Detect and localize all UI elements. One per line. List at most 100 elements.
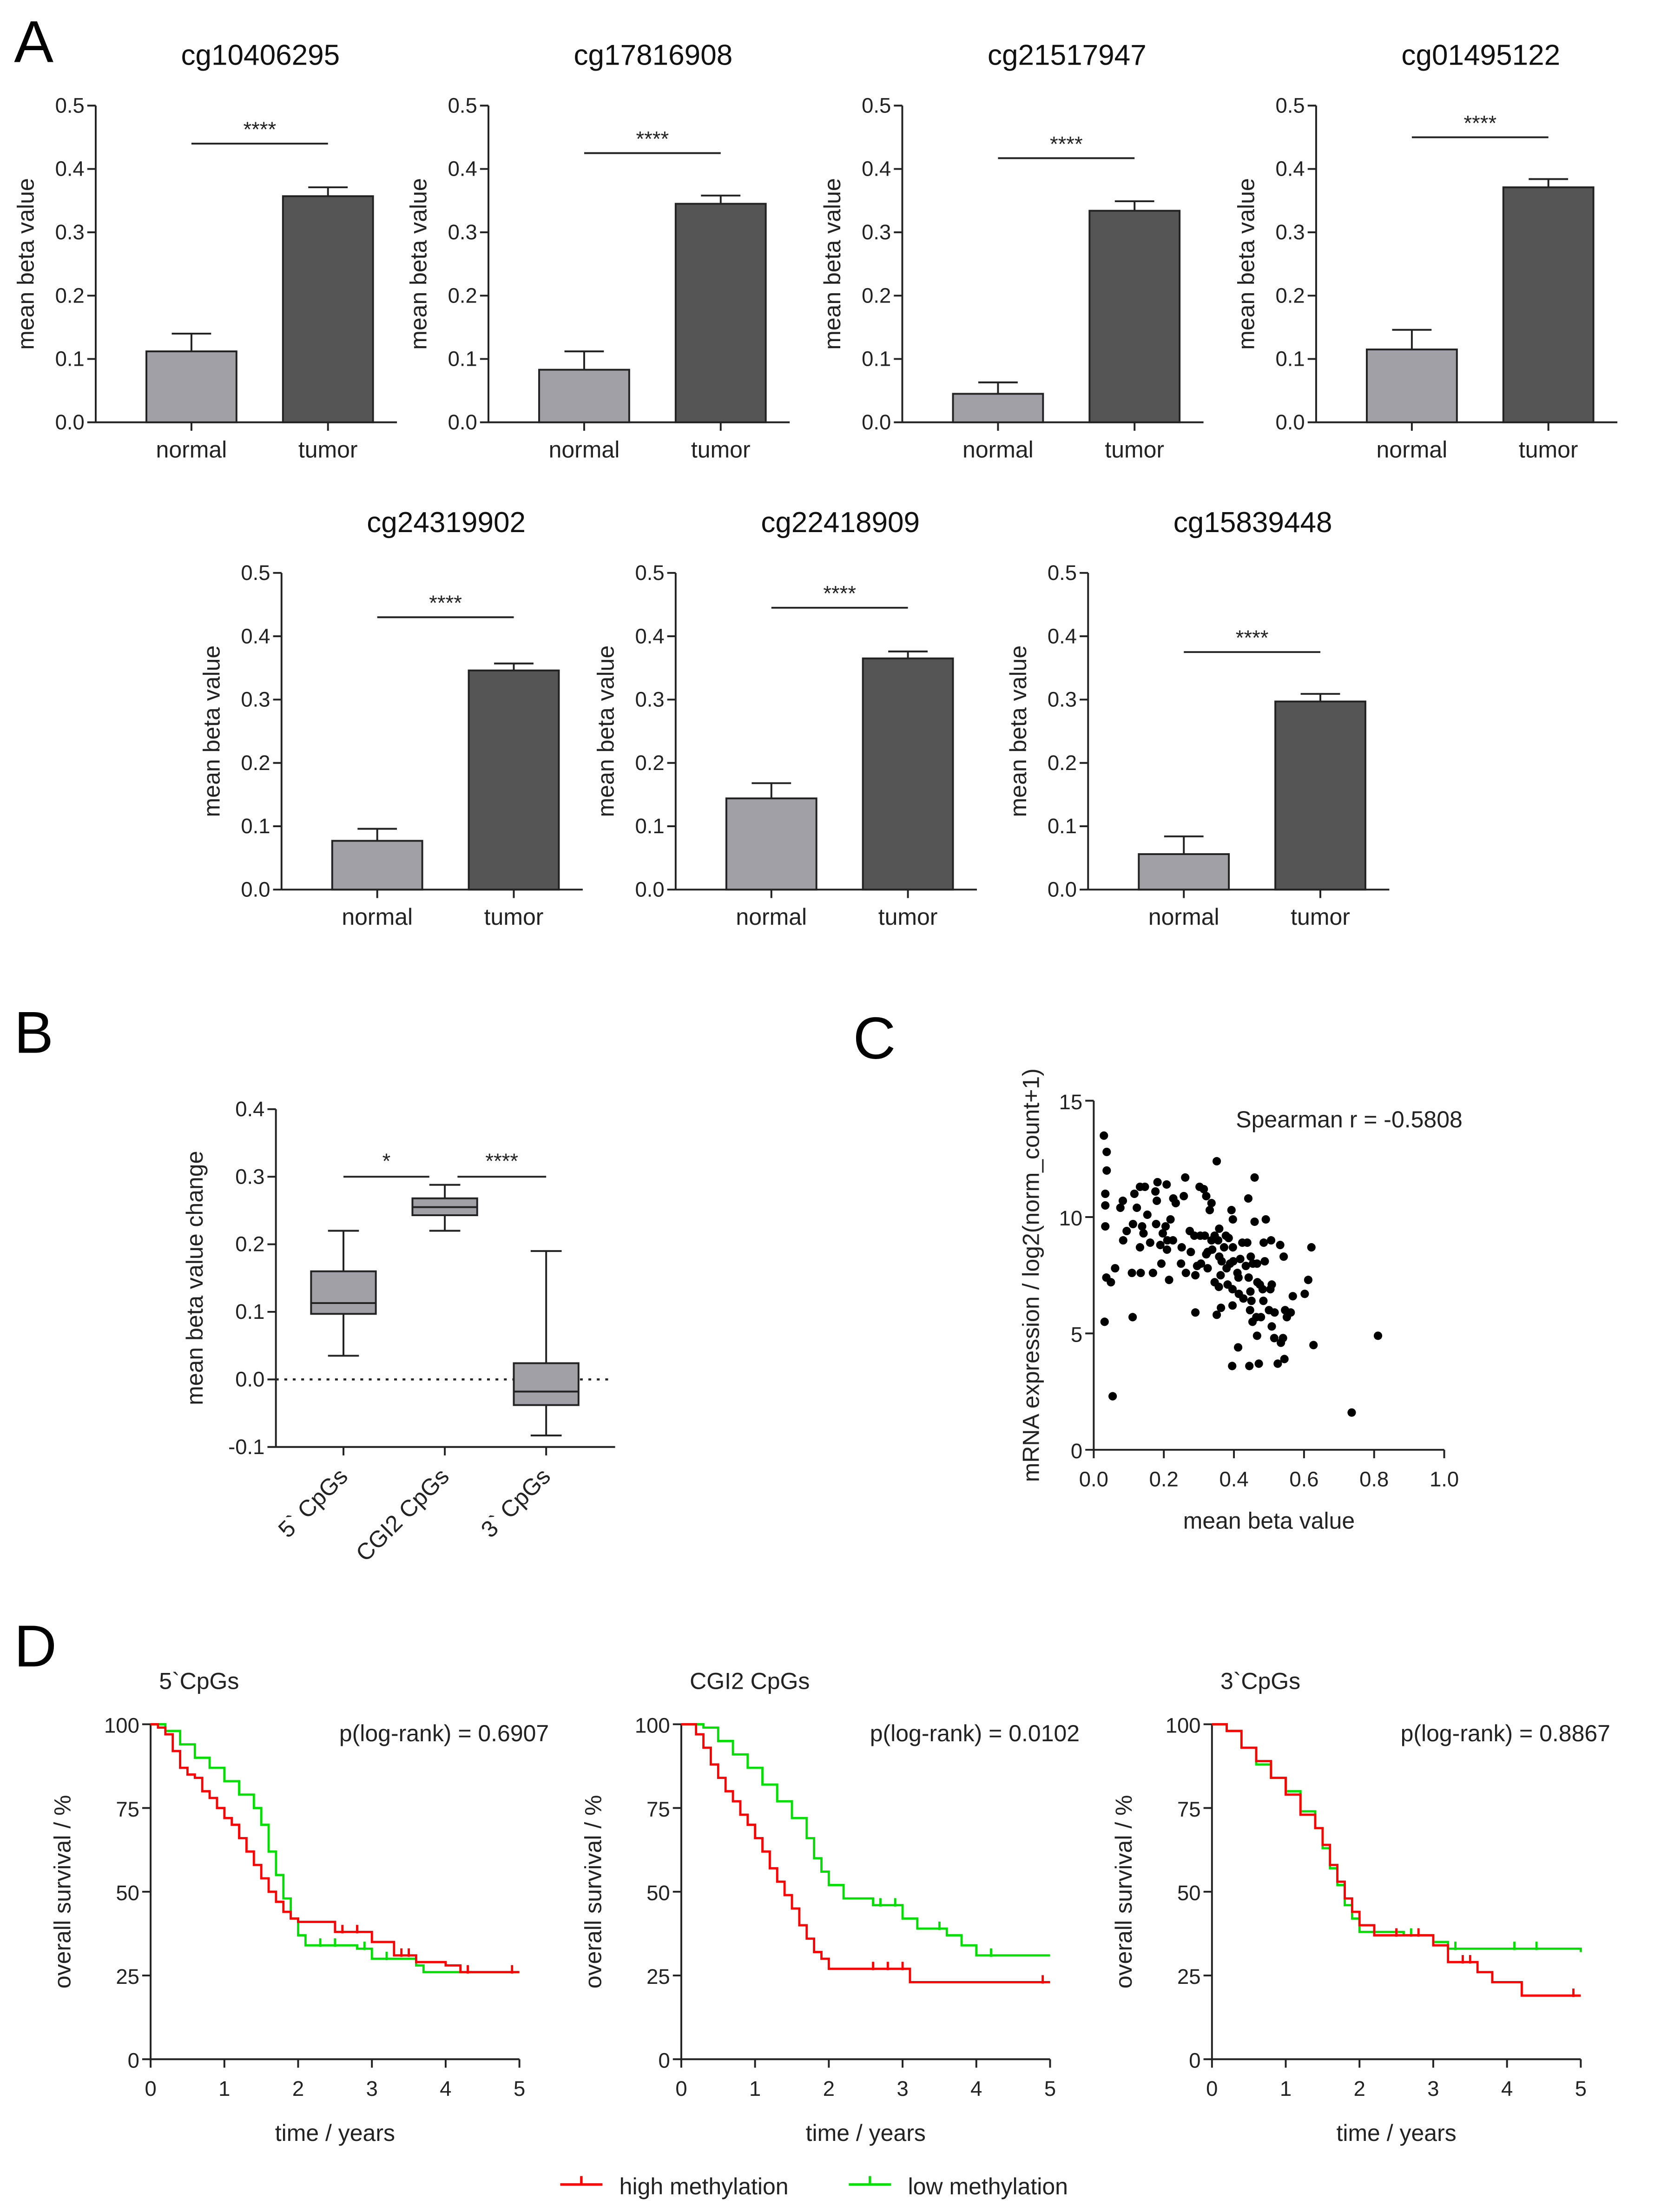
y-tick-label: 75 [116,1797,139,1821]
log-rank-p-value: p(log-rank) = 0.8867 [1401,1720,1610,1746]
data-point [1267,1280,1276,1289]
data-point [1245,1362,1254,1370]
y-tick-label: 0.1 [635,814,664,838]
y-axis-label: mean beta value [13,178,39,349]
y-tick-label: 50 [646,1881,670,1905]
data-point [1266,1236,1276,1245]
data-point [1250,1217,1259,1226]
y-tick-label: 0.1 [862,347,891,371]
y-tick-label: 0.4 [1276,157,1305,181]
x-tick-label: tumor [691,436,751,462]
data-point [1200,1231,1209,1240]
x-tick-label: 2 [292,2077,304,2100]
bar-chart-cg24319902: cg24319902 mean beta value 0.0 0.1 0.2 0.3 0.4… [198,507,583,930]
y-tick-label: 0.2 [235,1232,264,1256]
survival-plot-0: 5`CpGs p(log-rank) = 0.6907 0 25 50 75 100 0 1 2 3… [49,1668,549,2146]
data-point [1286,1308,1295,1317]
x-tick-label: 4 [970,2077,982,2100]
y-tick-label: 0.4 [635,624,664,648]
data-point [1101,1201,1110,1210]
data-point [1128,1313,1137,1322]
y-tick-label: 0 [658,2048,670,2072]
x-axis-label: time / years [275,2120,395,2146]
data-point [1224,1234,1233,1243]
y-tick-label: 75 [646,1797,670,1821]
data-point [1151,1187,1160,1196]
data-point [1146,1238,1154,1247]
data-point [1243,1238,1252,1247]
data-point [1252,1331,1261,1340]
data-point [1270,1308,1279,1317]
significance-label: **** [636,127,669,151]
data-point [1102,1166,1111,1175]
y-tick-label: 25 [1177,1965,1201,1988]
chart-title: 5`CpGs [159,1668,239,1694]
y-tick-label: 0.2 [1048,751,1077,775]
y-tick-label: 0.1 [448,347,477,371]
log-rank-p-value: p(log-rank) = 0.0102 [870,1720,1080,1746]
x-tick-label: 2 [1354,2077,1365,2100]
significance-label: **** [243,118,276,141]
data-point [1108,1392,1117,1401]
data-point [1207,1198,1216,1208]
bar-tumor [674,203,767,423]
data-point [1229,1257,1238,1266]
y-tick-label: 0.2 [635,751,664,775]
y-tick-label: 0.0 [1048,877,1077,901]
survival-curve-low-methylation [1212,1723,1582,1952]
panel-label-c: C [853,1005,896,1071]
data-point [1197,1259,1206,1268]
data-point [1205,1205,1214,1215]
x-tick-label: normal [736,904,807,930]
x-tick-label: normal [1377,436,1448,462]
y-tick-label: 0.3 [1048,688,1077,711]
data-point [1228,1301,1237,1310]
bar-normal [538,369,630,423]
y-tick-label: 0.1 [1276,347,1305,371]
data-point [1228,1285,1237,1294]
data-point [1246,1306,1254,1315]
significance-label: **** [1463,111,1496,135]
x-axis-label: mean beta value [1183,1508,1355,1534]
y-tick-label: 0.5 [1048,561,1077,585]
y-tick-label: 0.5 [241,561,270,585]
x-tick-label: 1.0 [1430,1468,1459,1491]
data-point [1130,1189,1139,1198]
y-tick-label: 0.4 [448,157,477,181]
x-tick-label: 5 [514,2077,525,2100]
data-point [1165,1276,1173,1284]
data-point [1136,1269,1145,1277]
data-point [1101,1222,1110,1231]
data-point [1259,1238,1268,1247]
data-point [1213,1157,1221,1165]
y-tick-label: 25 [646,1965,670,1988]
y-tick-label: 0.3 [55,220,85,244]
y-tick-label: 0.2 [448,283,477,307]
data-point [1254,1359,1263,1368]
y-tick-label: 100 [635,1714,670,1738]
data-point [1279,1334,1287,1343]
y-tick-label: 0.5 [448,93,477,117]
data-point [1217,1257,1226,1266]
data-point [1180,1192,1188,1201]
x-tick-label: 0 [1206,2077,1218,2100]
y-tick-label: 0.3 [448,220,477,244]
y-tick-label: 0.5 [862,93,891,117]
data-point [1280,1355,1289,1363]
y-axis-label: overall survival / % [1111,1795,1137,1989]
data-point [1234,1343,1243,1352]
data-point [1208,1245,1217,1254]
y-tick-label: 5 [1071,1323,1082,1347]
y-tick-label: 0.0 [235,1367,264,1391]
y-tick-label: 0.4 [55,157,85,181]
x-tick-label: normal [549,436,620,462]
data-point [1107,1278,1115,1287]
chart-title: 3`CpGs [1220,1668,1300,1694]
significance-label: **** [485,1149,518,1173]
survival-curve-low-methylation [681,1723,1050,1957]
x-tick-label: 1 [1280,2077,1292,2100]
y-axis-label: mean beta value [406,178,432,349]
data-point [1100,1317,1109,1326]
